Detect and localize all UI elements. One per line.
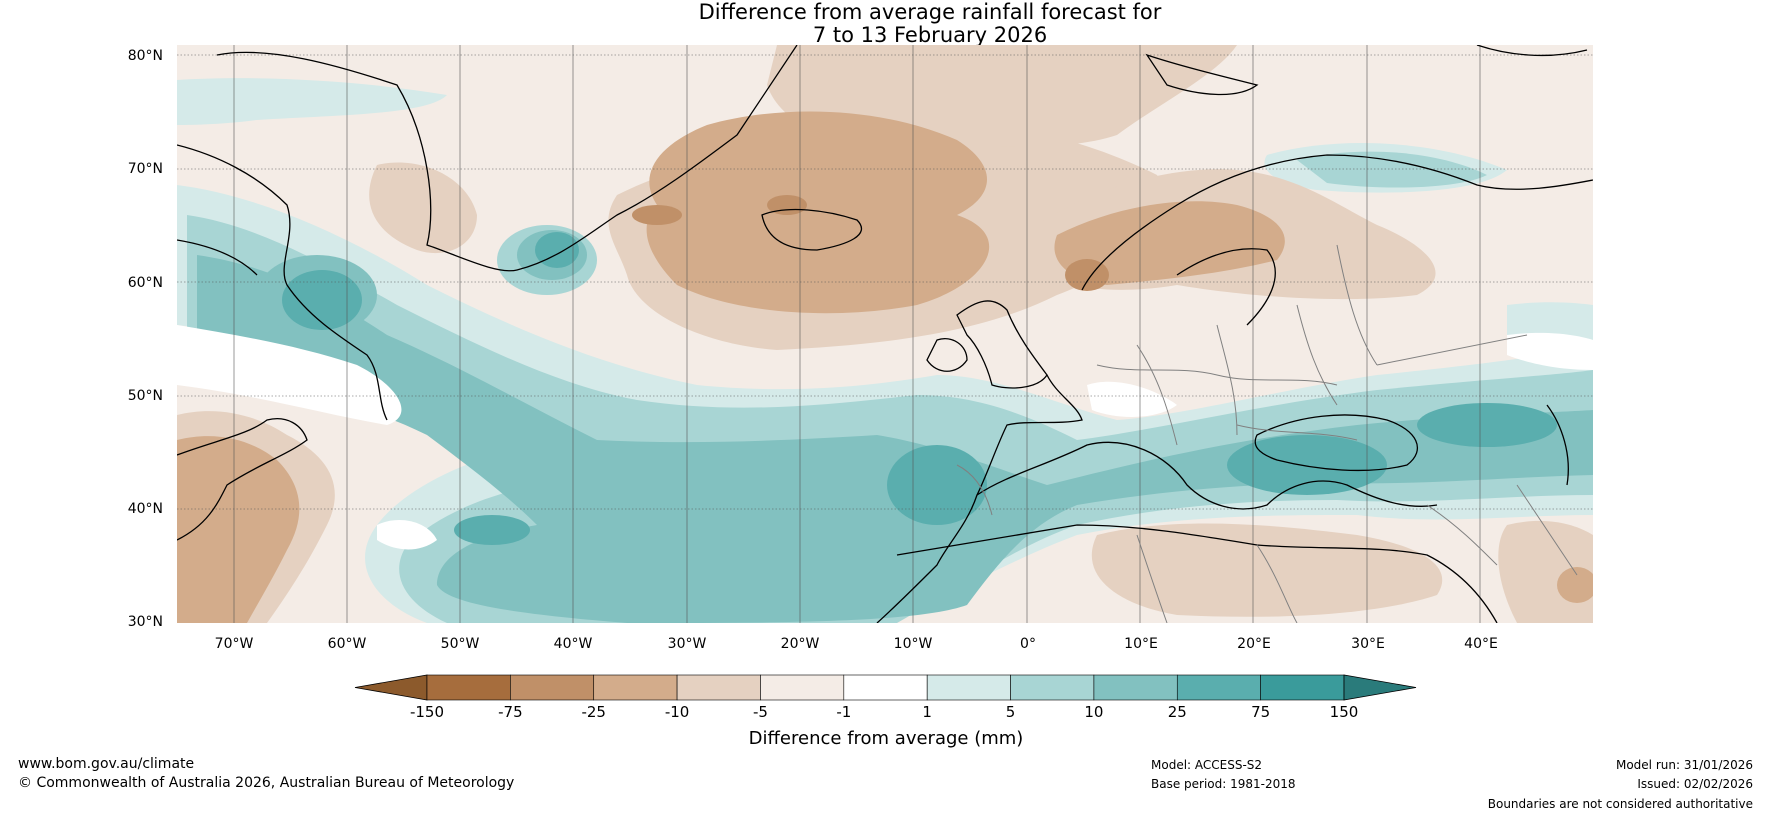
lon-label-70w: 70°W	[214, 636, 254, 652]
colorbar-segment	[1010, 674, 1095, 701]
lat-label-80n: 80°N	[127, 48, 163, 64]
lat-label-50n: 50°N	[127, 388, 163, 404]
colorbar-label: Difference from average (mm)	[748, 728, 1024, 749]
colorbar-extend-high	[1343, 674, 1417, 701]
colorbar-segment	[760, 674, 845, 701]
colorbar-segment	[593, 674, 678, 701]
graticule	[177, 54, 1593, 510]
lon-label-50w: 50°W	[440, 636, 480, 652]
colorbar-segment	[1093, 674, 1178, 701]
colorbar-tick-label: 150	[1329, 703, 1359, 721]
lon-label-40e: 40°E	[1464, 636, 1498, 652]
colorbar-tick-label: -1	[836, 703, 852, 721]
colorbar-tick-label: 10	[1084, 703, 1104, 721]
colorbar-segment	[926, 674, 1011, 701]
website-link[interactable]: www.bom.gov.au/climate	[18, 756, 195, 772]
lon-label-0: 0°	[1020, 636, 1036, 652]
model-name: Model: ACCESS-S2	[1151, 758, 1263, 772]
lon-label-20w: 20°W	[780, 636, 820, 652]
lat-label-30n: 30°N	[127, 614, 163, 630]
lat-label-60n: 60°N	[127, 275, 163, 291]
lon-label-30w: 30°W	[667, 636, 707, 652]
colorbar-extend-low	[354, 674, 428, 701]
lon-label-30e: 30°E	[1351, 636, 1385, 652]
colorbar-tick-label: -10	[664, 703, 690, 721]
rainfall-anomaly-map	[177, 45, 1593, 623]
colorbar	[354, 674, 1417, 701]
colorbar-tick-label: -75	[498, 703, 523, 721]
map-canvas	[177, 45, 1593, 623]
copyright-notice: © Commonwealth of Australia 2026, Austra…	[18, 775, 515, 791]
map-title-line-2: 7 to 13 February 2026	[812, 23, 1048, 47]
dry-anomaly-regions	[177, 45, 1593, 623]
lon-label-10w: 10°W	[893, 636, 933, 652]
boundary-disclaimer: Boundaries are not considered authoritat…	[1487, 797, 1753, 811]
issued-date: Issued: 02/02/2026	[1637, 777, 1753, 791]
lon-label-10e: 10°E	[1124, 636, 1158, 652]
model-run-date: Model run: 31/01/2026	[1615, 758, 1753, 772]
colorbar-segment	[1176, 674, 1261, 701]
lat-label-40n: 40°N	[127, 501, 163, 517]
colorbar-tick-label: -150	[409, 703, 445, 721]
lon-label-60w: 60°W	[327, 636, 367, 652]
lon-label-40w: 40°W	[553, 636, 593, 652]
national-borders	[956, 244, 1578, 623]
base-period: Base period: 1981-2018	[1151, 777, 1296, 791]
colorbar-segment	[1260, 674, 1345, 701]
colorbar-tick-label: 1	[922, 703, 932, 721]
colorbar-segment	[426, 674, 511, 701]
colorbar-tick-label: 5	[1005, 703, 1016, 721]
coastlines	[177, 45, 1593, 623]
colorbar-tick-label: 25	[1167, 703, 1187, 721]
colorbar-segment	[676, 674, 761, 701]
lon-label-20e: 20°E	[1237, 636, 1271, 652]
colorbar-tick-label: -5	[752, 703, 768, 721]
meridians	[233, 45, 1481, 623]
colorbar-tick-label: -25	[581, 703, 606, 721]
colorbar-segment	[510, 674, 595, 701]
colorbar-tick-label: 75	[1251, 703, 1271, 721]
map-title-line-1: Difference from average rainfall forecas…	[698, 0, 1162, 24]
lat-label-70n: 70°N	[127, 161, 163, 177]
colorbar-segment	[843, 674, 928, 701]
